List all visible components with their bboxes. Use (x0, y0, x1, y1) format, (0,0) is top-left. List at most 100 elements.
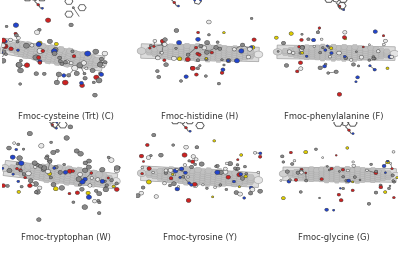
Circle shape (346, 147, 349, 150)
Circle shape (17, 144, 20, 146)
Circle shape (189, 131, 191, 133)
Polygon shape (188, 52, 196, 57)
Polygon shape (194, 167, 202, 173)
Circle shape (104, 180, 106, 183)
Circle shape (339, 199, 343, 202)
Circle shape (282, 161, 285, 164)
Polygon shape (178, 174, 185, 180)
Circle shape (94, 189, 98, 193)
Circle shape (110, 179, 114, 182)
Circle shape (154, 195, 158, 199)
Circle shape (153, 40, 157, 43)
Circle shape (172, 144, 175, 147)
Circle shape (16, 163, 19, 165)
Circle shape (300, 46, 304, 50)
Polygon shape (359, 176, 366, 181)
Circle shape (225, 163, 228, 165)
Polygon shape (43, 177, 50, 183)
Polygon shape (318, 175, 325, 180)
Polygon shape (359, 174, 366, 179)
Circle shape (314, 148, 318, 151)
Polygon shape (60, 167, 68, 173)
Circle shape (379, 186, 383, 189)
Circle shape (104, 187, 107, 189)
Polygon shape (313, 176, 320, 181)
Circle shape (102, 66, 105, 69)
Polygon shape (292, 172, 300, 177)
Polygon shape (162, 52, 169, 57)
Circle shape (41, 8, 44, 10)
Polygon shape (183, 50, 190, 56)
Polygon shape (374, 169, 382, 174)
Polygon shape (44, 168, 52, 174)
Polygon shape (188, 47, 196, 53)
Circle shape (16, 37, 20, 40)
Polygon shape (344, 167, 351, 172)
Circle shape (234, 59, 240, 64)
Circle shape (285, 170, 289, 174)
Circle shape (78, 152, 83, 156)
Polygon shape (344, 170, 351, 176)
Circle shape (250, 18, 253, 21)
Circle shape (194, 164, 197, 166)
Circle shape (26, 171, 31, 176)
Ellipse shape (137, 49, 146, 55)
Circle shape (72, 66, 78, 71)
Circle shape (353, 176, 356, 179)
Circle shape (304, 151, 308, 154)
Polygon shape (29, 44, 36, 51)
Circle shape (5, 26, 8, 28)
Polygon shape (298, 54, 305, 59)
Polygon shape (351, 53, 358, 58)
Polygon shape (210, 174, 217, 180)
Circle shape (224, 167, 227, 171)
Circle shape (373, 31, 377, 34)
Circle shape (384, 172, 386, 174)
Polygon shape (214, 182, 222, 187)
Polygon shape (323, 168, 330, 173)
Polygon shape (226, 56, 233, 61)
Polygon shape (33, 46, 41, 53)
Polygon shape (333, 178, 340, 183)
Polygon shape (78, 59, 86, 65)
Polygon shape (210, 169, 218, 175)
Polygon shape (68, 59, 76, 66)
Polygon shape (369, 174, 376, 179)
Circle shape (45, 157, 48, 160)
FancyBboxPatch shape (140, 166, 260, 188)
Circle shape (337, 194, 340, 196)
X-axis label: Fmoc-histidine (H): Fmoc-histidine (H) (161, 111, 239, 120)
Polygon shape (78, 180, 86, 186)
Polygon shape (308, 55, 316, 60)
Circle shape (16, 168, 18, 170)
Circle shape (48, 161, 52, 164)
Polygon shape (314, 50, 321, 55)
Polygon shape (357, 48, 364, 54)
Circle shape (63, 171, 68, 174)
Circle shape (172, 182, 176, 186)
Polygon shape (74, 176, 82, 182)
Polygon shape (308, 171, 315, 176)
Polygon shape (385, 173, 392, 178)
Polygon shape (194, 55, 201, 60)
Polygon shape (314, 56, 321, 61)
Circle shape (312, 39, 316, 43)
Polygon shape (23, 47, 31, 53)
Polygon shape (94, 179, 102, 185)
Ellipse shape (390, 51, 399, 57)
Circle shape (352, 64, 356, 67)
Circle shape (386, 68, 389, 70)
Polygon shape (215, 177, 222, 183)
Circle shape (86, 192, 90, 195)
Polygon shape (372, 54, 380, 59)
Circle shape (238, 186, 241, 188)
Polygon shape (359, 168, 366, 173)
Polygon shape (47, 50, 54, 56)
Circle shape (258, 189, 262, 194)
Polygon shape (204, 172, 212, 178)
Circle shape (0, 54, 4, 58)
Circle shape (300, 49, 303, 52)
Polygon shape (63, 62, 70, 68)
Circle shape (343, 31, 347, 35)
Circle shape (213, 140, 216, 142)
